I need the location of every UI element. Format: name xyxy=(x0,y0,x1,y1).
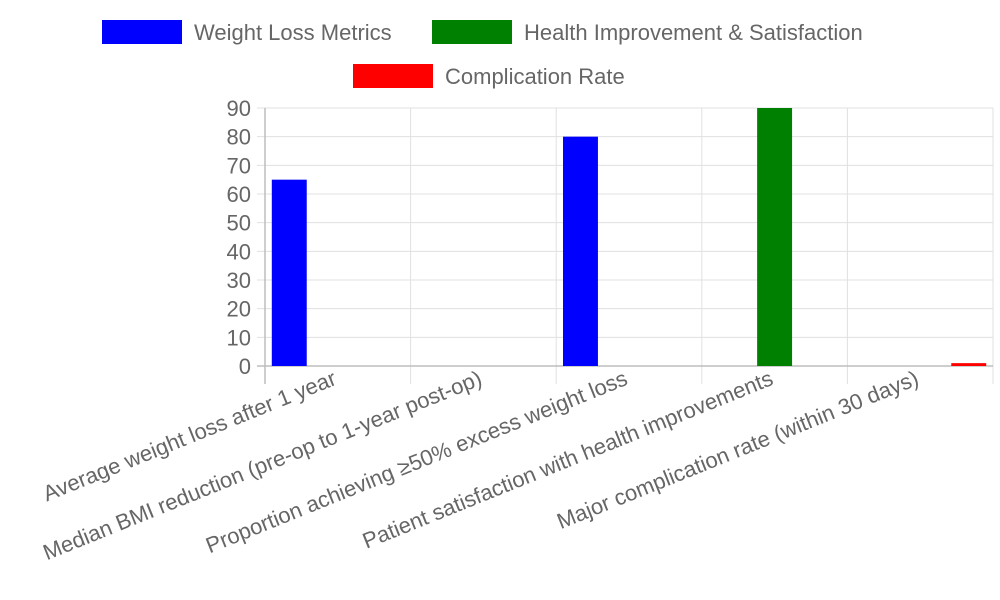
y-tick-label: 80 xyxy=(227,125,251,150)
y-tick-label: 70 xyxy=(227,153,251,178)
legend-item-complication-rate[interactable]: Complication Rate xyxy=(353,64,625,89)
y-tick-label: 0 xyxy=(239,354,251,379)
bar-complication-rate-4[interactable] xyxy=(951,363,987,366)
y-tick-labels: 0 10 20 30 40 50 60 70 80 90 xyxy=(227,96,251,379)
y-tick-label: 40 xyxy=(227,239,251,264)
y-tick-label: 60 xyxy=(227,182,251,207)
legend-item-weight-loss[interactable]: Weight Loss Metrics xyxy=(102,20,392,45)
bar-weight-loss-metrics-2[interactable] xyxy=(562,136,598,366)
legend: Weight Loss Metrics Health Improvement &… xyxy=(102,20,863,89)
y-tick-label: 10 xyxy=(227,325,251,350)
legend-label-complication-rate: Complication Rate xyxy=(445,64,625,89)
bars xyxy=(271,108,987,366)
legend-swatch-health-improvement xyxy=(432,20,512,44)
legend-label-weight-loss: Weight Loss Metrics xyxy=(194,20,392,45)
y-tick-label: 30 xyxy=(227,268,251,293)
legend-swatch-weight-loss xyxy=(102,20,182,44)
legend-swatch-complication-rate xyxy=(353,64,433,88)
bar-health-improvement-satisfaction-3[interactable] xyxy=(757,108,793,366)
grid xyxy=(257,107,994,384)
axes xyxy=(257,108,993,384)
bar-weight-loss-metrics-0[interactable] xyxy=(271,179,307,366)
y-tick-label: 50 xyxy=(227,211,251,236)
y-tick-label: 90 xyxy=(227,96,251,121)
legend-label-health-improvement: Health Improvement & Satisfaction xyxy=(524,20,863,45)
legend-item-health-improvement[interactable]: Health Improvement & Satisfaction xyxy=(432,20,863,45)
y-tick-label: 20 xyxy=(227,297,251,322)
